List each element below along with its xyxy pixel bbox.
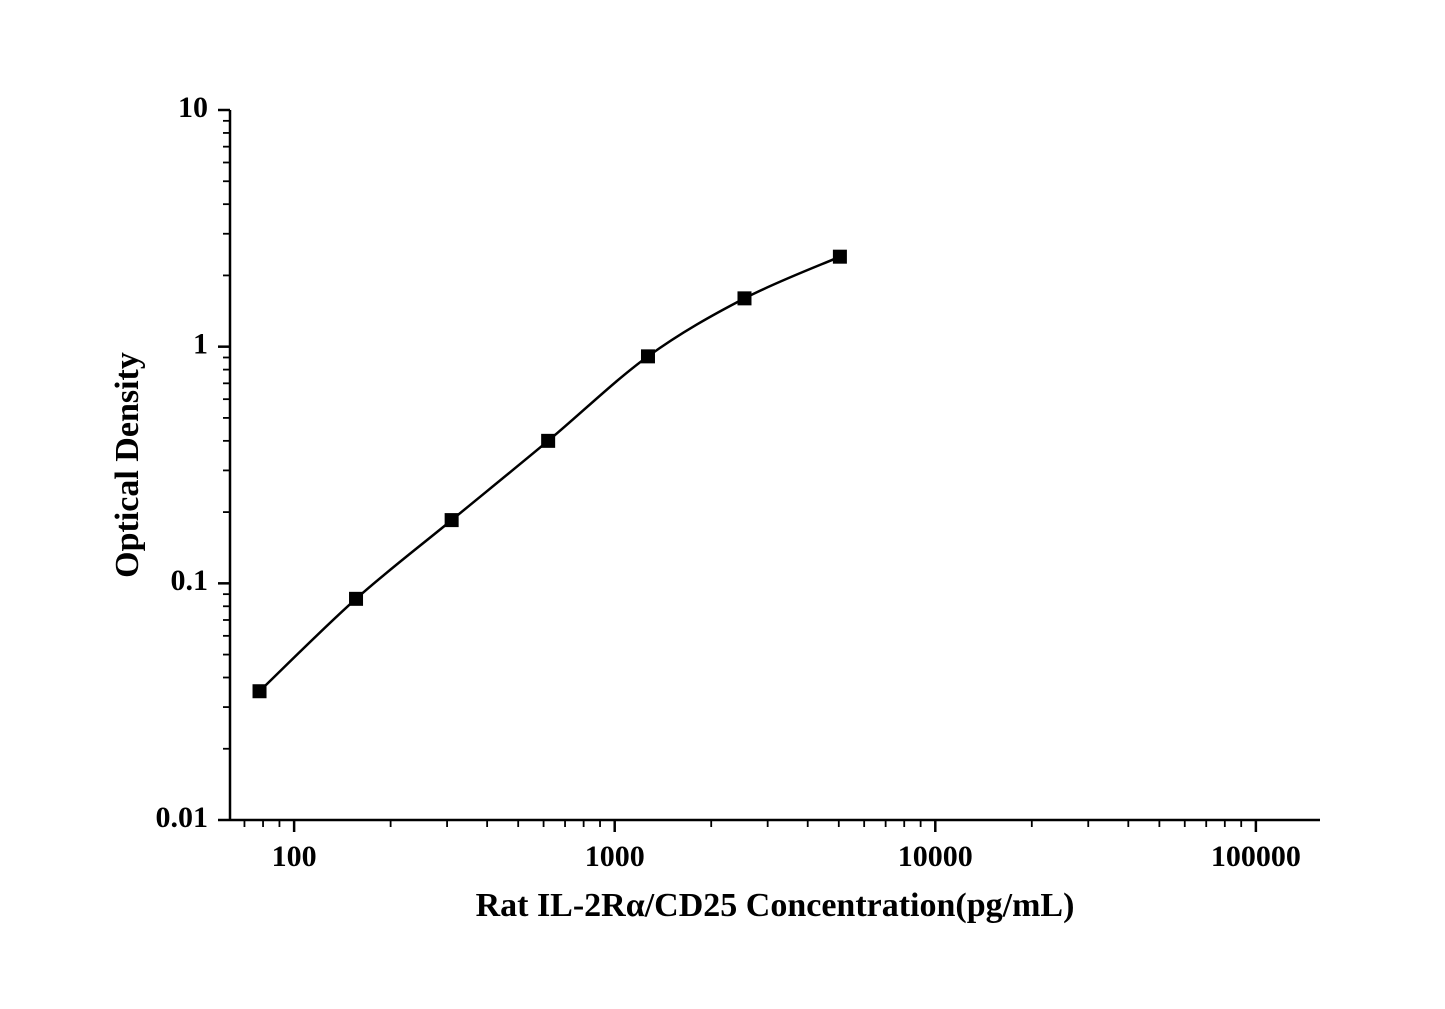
- y-tick-label: 10: [178, 91, 208, 124]
- data-marker: [737, 291, 751, 305]
- log-log-chart: 0.01 0.1 1 10 100 1000 10000 100000 Rat IL-2Rα/C…: [0, 0, 1445, 1009]
- data-marker: [445, 513, 459, 527]
- y-axis-label: Optical Density: [109, 352, 146, 578]
- x-tick-label: 10000: [898, 840, 973, 873]
- data-marker: [349, 592, 363, 606]
- x-tick-label: 100: [272, 840, 317, 873]
- x-tick-label: 1000: [585, 840, 645, 873]
- data-marker: [541, 434, 555, 448]
- x-axis-label: Rat IL-2Rα/CD25 Concentration(pg/mL): [476, 887, 1075, 924]
- data-marker: [833, 250, 847, 264]
- data-marker: [641, 349, 655, 363]
- x-tick-label: 100000: [1211, 840, 1301, 873]
- y-tick-label: 0.01: [156, 801, 209, 834]
- y-tick-label: 1: [193, 328, 208, 361]
- data-marker: [253, 684, 267, 698]
- y-tick-label: 0.1: [171, 564, 209, 597]
- chart-container: 0.01 0.1 1 10 100 1000 10000 100000 Rat IL-2Rα/C…: [0, 0, 1445, 1009]
